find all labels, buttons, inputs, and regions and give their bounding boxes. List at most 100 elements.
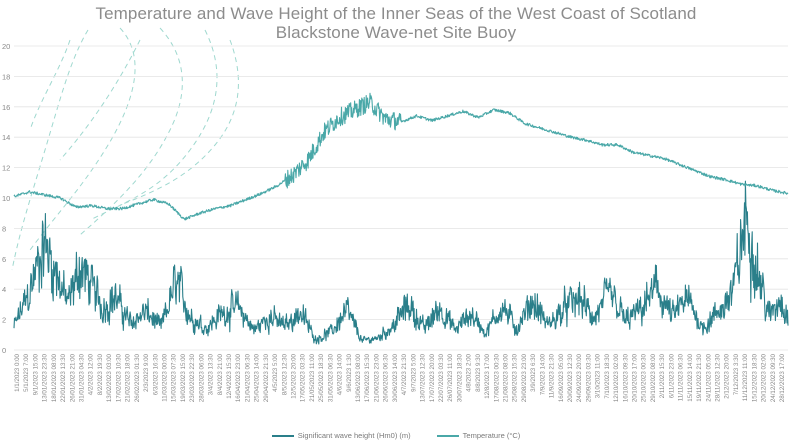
contour-line-2 (79, 27, 183, 236)
x-tick-label: 17/06/2023 15:30 (364, 353, 371, 402)
x-tick-label: 7/12/2023 3:30 (733, 353, 740, 395)
chart-title: Temperature and Wave Height of the Inner… (95, 4, 697, 23)
gridlines (14, 45, 788, 351)
x-tick-label: 28/03/2023 06:00 (198, 353, 205, 402)
x-axis: 1/1/2023 0:00 5/1/2023 7:00 9/1/2023 15:00… (14, 353, 786, 402)
x-tick-label: 21/02/2023 18:00 (125, 353, 132, 402)
x-tick-label: 1/1/2023 0:00 (14, 353, 21, 391)
x-tick-label: 9/7/2023 5:00 (410, 353, 417, 391)
y-tick-label: 8 (2, 224, 6, 233)
x-tick-label: 11/9/2023 21:30 (549, 353, 556, 398)
series-line-0 (13, 180, 789, 345)
chart-subtitle: Blackstone Wave-net Site Buoy (275, 23, 517, 42)
x-tick-label: 22/07/2023 03:30 (438, 353, 445, 402)
legend: Significant wave height (Hm0) (m) Temper… (0, 431, 792, 440)
y-tick-label: 12 (2, 164, 10, 173)
x-tick-label: 13/06/2023 08:00 (355, 353, 362, 402)
x-tick-label: 6/3/2023 16:30 (152, 353, 159, 395)
x-tick-label: 25/05/2023 18:30 (318, 353, 325, 402)
x-tick-label: 2/11/2023 15:30 (659, 353, 666, 398)
y-tick-label: 0 (2, 346, 6, 355)
x-tick-label: 2/3/2023 9:00 (143, 353, 150, 391)
x-tick-label: 22/01/2023 13:30 (60, 353, 67, 402)
x-tick-label: 24/12/2023 09:30 (770, 353, 777, 402)
x-tick-label: 18/01/2023 08:00 (51, 353, 58, 402)
x-tick-label: 28/12/2023 17:00 (779, 353, 786, 402)
x-tick-label: 29/04/2023 21:30 (263, 353, 270, 402)
y-tick-label: 16 (2, 103, 10, 112)
y-tick-label: 18 (2, 72, 10, 81)
x-tick-label: 3/10/2023 11:00 (595, 353, 602, 398)
background-contour-decoration (11, 27, 239, 271)
y-tick-label: 2 (2, 316, 6, 325)
x-tick-label: 3/4/2023 13:30 (208, 353, 215, 395)
x-tick-label: 26/06/2023 06:30 (383, 353, 390, 402)
x-tick-label: 15/03/2023 07:30 (171, 353, 178, 402)
x-tick-label: 20/10/2023 17:00 (632, 353, 639, 402)
contour-line-5 (29, 39, 71, 131)
x-tick-label: 17/02/2023 10:30 (115, 353, 122, 402)
x-tick-label: 13/01/2023 23:30 (42, 353, 49, 402)
x-tick-label: 7/9/2023 14:00 (539, 353, 546, 395)
x-tick-label: 21/08/2023 08:00 (502, 353, 509, 402)
x-tick-label: 11/11/2023 06:30 (678, 353, 685, 401)
x-tick-label: 12/4/2023 15:30 (226, 353, 233, 398)
x-tick-label: 11/03/2023 00:00 (161, 353, 168, 401)
x-tick-label: 6/11/2023 23:00 (668, 353, 675, 398)
x-tick-label: 19/11/2023 21:30 (696, 353, 703, 401)
x-tick-label: 4/8/2023 2:00 (466, 353, 473, 391)
x-tick-label: 26/02/2023 01:30 (134, 353, 141, 402)
x-tick-label: 16/10/2023 09:30 (622, 353, 629, 402)
x-tick-label: 8/2/2023 19:30 (97, 353, 104, 395)
x-tick-label: 31/01/2023 04:30 (79, 353, 86, 402)
x-tick-label: 16/04/2023 23:00 (235, 353, 242, 402)
x-tick-label: 11/12/2023 11:00 (742, 353, 749, 401)
y-tick-label: 6 (2, 255, 6, 264)
x-tick-label: 4/7/2023 21:30 (401, 353, 408, 395)
x-tick-label: 12/8/2023 17:00 (484, 353, 491, 398)
x-tick-label: 28/11/2023 12:30 (714, 353, 721, 401)
y-tick-label: 4 (2, 285, 6, 294)
x-tick-label: 24/11/2023 05:00 (705, 353, 712, 401)
x-tick-label: 8/5/2023 12:30 (281, 353, 288, 395)
x-tick-label: 4/2/2023 12:00 (88, 353, 95, 395)
y-tick-label: 20 (2, 42, 10, 51)
x-tick-label: 30/06/2023 14:00 (392, 353, 399, 402)
x-tick-label: 16/09/2023 05:00 (558, 353, 565, 402)
x-tick-label: 3/9/2023 6:30 (530, 353, 537, 391)
y-tick-label: 14 (2, 133, 10, 142)
contour-line-6 (59, 39, 141, 161)
contour-line-0 (11, 29, 89, 271)
legend-label-wave: Significant wave height (Hm0) (m) (297, 431, 411, 440)
x-tick-label: 8/8/2023 9:30 (475, 353, 482, 391)
x-tick-label: 25/08/2023 15:30 (512, 353, 519, 402)
series-line-1 (13, 92, 789, 221)
x-tick-label: 29/08/2023 23:00 (521, 353, 528, 402)
legend-swatch-wave (271, 434, 294, 437)
x-tick-label: 4/6/2023 14:00 (337, 353, 344, 395)
x-tick-label: 7/10/2023 18:30 (604, 353, 611, 398)
x-tick-label: 9/1/2023 15:00 (32, 353, 39, 395)
x-tick-label: 29/10/2023 08:00 (650, 353, 657, 402)
x-tick-label: 20/12/2023 02:00 (761, 353, 768, 402)
x-tick-label: 2/12/2023 20:00 (724, 353, 731, 398)
x-tick-label: 13/02/2023 03:00 (106, 353, 113, 402)
x-tick-label: 9/6/2023 1:30 (346, 353, 353, 391)
x-tick-label: 23/03/2023 22:30 (189, 353, 196, 402)
x-tick-label: 25/04/2023 14:00 (254, 353, 261, 402)
x-tick-label: 21/05/2023 11:00 (309, 353, 316, 401)
x-tick-label: 20/09/2023 12:30 (567, 353, 574, 402)
legend-swatch-temperature (436, 434, 459, 437)
y-tick-label: 10 (2, 194, 10, 203)
x-tick-label: 25/10/2023 00:30 (641, 353, 648, 402)
contour-line-3 (89, 29, 218, 221)
x-tick-label: 30/07/2023 18:30 (456, 353, 463, 402)
legend-item-temperature: Temperature (°C) (436, 431, 521, 440)
legend-label-temperature: Temperature (°C) (462, 431, 521, 440)
x-tick-label: 17/07/2023 20:00 (429, 353, 436, 402)
x-tick-label: 29/09/2023 03:30 (585, 353, 592, 402)
x-tick-label: 26/01/2023 21:00 (69, 353, 76, 402)
x-tick-label: 31/05/2023 06:30 (327, 353, 334, 402)
x-tick-label: 12/5/2023 20:00 (291, 353, 298, 398)
